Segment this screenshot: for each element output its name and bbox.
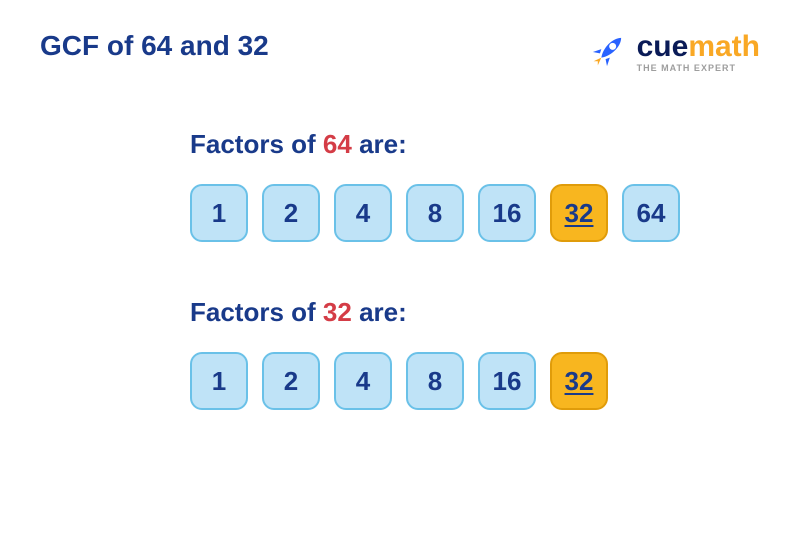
- factors-row: 1248163264: [190, 184, 760, 242]
- logo-math: math: [688, 30, 760, 63]
- factor-box: 4: [334, 184, 392, 242]
- section-prefix: Factors of: [190, 297, 323, 327]
- factor-box: 16: [478, 352, 536, 410]
- page-title: GCF of 64 and 32: [40, 30, 269, 62]
- factor-box: 8: [406, 352, 464, 410]
- factor-box: 4: [334, 352, 392, 410]
- section-number: 32: [323, 297, 352, 327]
- header: GCF of 64 and 32 cuemath THE MATH EXPERT: [40, 30, 760, 74]
- factors-row: 12481632: [190, 352, 760, 410]
- logo-text: cuemath THE MATH EXPERT: [637, 32, 760, 73]
- logo-tagline: THE MATH EXPERT: [637, 64, 760, 73]
- factor-box: 64: [622, 184, 680, 242]
- section-suffix: are:: [352, 129, 407, 159]
- factor-box: 8: [406, 184, 464, 242]
- section-suffix: are:: [352, 297, 407, 327]
- section-title: Factors of 32 are:: [190, 297, 760, 328]
- rocket-icon: [585, 30, 629, 74]
- sections-container: Factors of 64 are:1248163264Factors of 3…: [40, 129, 760, 410]
- factor-box: 2: [262, 352, 320, 410]
- factor-box: 16: [478, 184, 536, 242]
- factor-box: 1: [190, 184, 248, 242]
- rocket-fin-left: [592, 46, 602, 56]
- factors-section: Factors of 32 are:12481632: [190, 297, 760, 410]
- logo-name: cuemath: [637, 32, 760, 62]
- section-title: Factors of 64 are:: [190, 129, 760, 160]
- section-number: 64: [323, 129, 352, 159]
- factor-box-gcf: 32: [550, 184, 608, 242]
- factor-box-gcf: 32: [550, 352, 608, 410]
- rocket-fin-right: [602, 56, 612, 66]
- section-prefix: Factors of: [190, 129, 323, 159]
- factor-box: 1: [190, 352, 248, 410]
- logo-cue: cue: [637, 30, 689, 63]
- brand-logo: cuemath THE MATH EXPERT: [585, 30, 760, 74]
- factors-section: Factors of 64 are:1248163264: [190, 129, 760, 242]
- factor-box: 2: [262, 184, 320, 242]
